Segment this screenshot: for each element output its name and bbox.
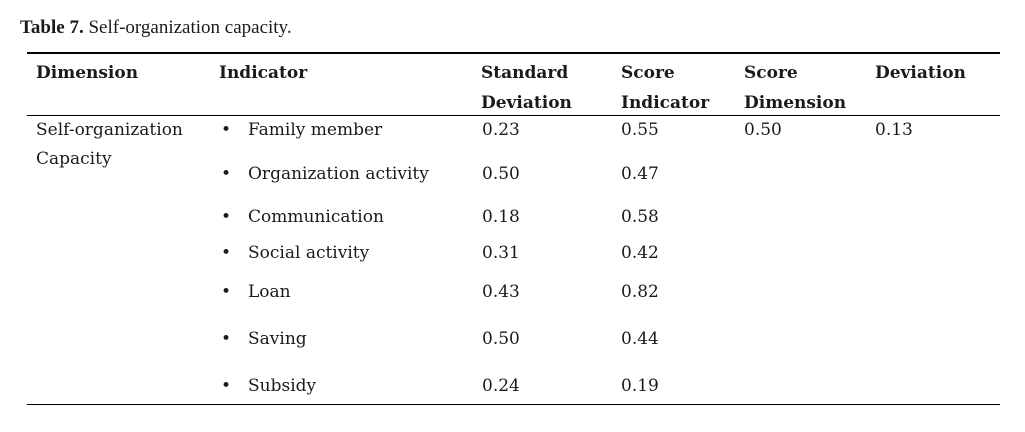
score-cell: 0.42 [621,243,659,263]
table-header-rule [27,115,1000,116]
std-dev-cell: 0.43 [482,282,520,302]
indicator-cell: Organization activity [248,164,429,184]
bullet-icon: • [221,329,232,349]
bullet-icon: • [221,243,232,263]
indicator-cell: Communication [248,207,384,227]
header-score-indicator: Score Indicator [621,63,710,113]
score-cell: 0.44 [621,329,659,349]
score-cell: 0.58 [621,207,659,227]
table-bottom-rule [27,404,1000,405]
header-indicator: Indicator [219,63,308,83]
bullet-icon: • [221,207,232,227]
table-title: Self-organization capacity. [83,17,292,38]
bullet-icon: • [221,376,232,396]
table-caption: Table 7. Self-organization capacity. [20,15,292,41]
dimension-cell: Self-organization Capacity [36,120,183,169]
header-dimension: Dimension [36,63,139,83]
score-cell: 0.47 [621,164,659,184]
header-deviation: Deviation [875,63,966,83]
score-cell: 0.82 [621,282,659,302]
indicator-cell: Subsidy [248,376,317,396]
bullet-icon: • [221,120,232,140]
indicator-cell: Loan [248,282,291,302]
std-dev-cell: 0.50 [482,164,520,184]
score-cell: 0.55 [621,120,659,140]
table-top-rule [27,52,1000,54]
indicator-cell: Family member [248,120,383,140]
indicator-cell: Saving [248,329,307,349]
header-standard-deviation: Standard Deviation [481,63,572,113]
score-cell: 0.19 [621,376,659,396]
std-dev-cell: 0.31 [482,243,520,263]
std-dev-cell: 0.18 [482,207,520,227]
indicator-cell: Social activity [248,243,370,263]
std-dev-cell: 0.23 [482,120,520,140]
bullet-icon: • [221,282,232,302]
std-dev-cell: 0.24 [482,376,520,396]
std-dev-cell: 0.50 [482,329,520,349]
score-dimension-cell: 0.50 [744,120,782,140]
bullet-icon: • [221,164,232,184]
deviation-cell: 0.13 [875,120,913,140]
header-score-dimension: Score Dimension [744,63,847,113]
table-number: Table 7. [20,17,84,38]
